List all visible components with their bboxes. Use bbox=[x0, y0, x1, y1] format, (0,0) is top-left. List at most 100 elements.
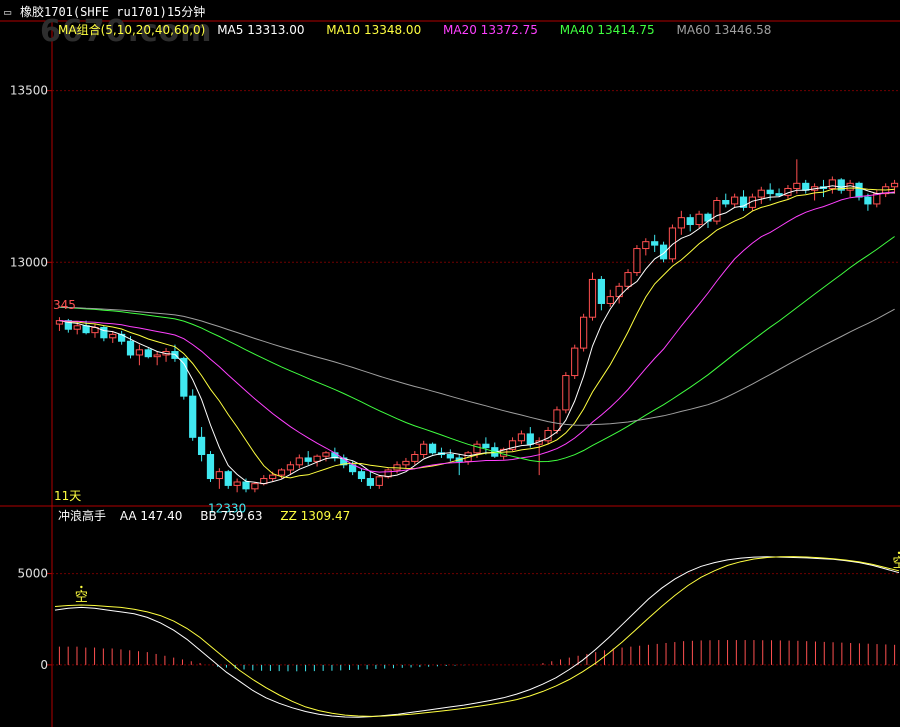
candle-body bbox=[189, 395, 197, 438]
candle-body bbox=[659, 244, 668, 260]
osc-signal-dot bbox=[80, 585, 83, 589]
osc-tick-label: 5000 bbox=[17, 567, 48, 581]
candle-body bbox=[215, 471, 223, 480]
period-label: 11天 bbox=[54, 489, 81, 503]
candle-body bbox=[269, 474, 277, 480]
candle-body bbox=[357, 471, 366, 480]
ma-combo-label: MA组合(5,10,20,40,60,0) bbox=[58, 23, 206, 37]
ma5-label: MA5 13313.00 bbox=[217, 23, 305, 37]
candle-body bbox=[366, 478, 374, 486]
candle-body bbox=[508, 440, 517, 450]
ma40-label: MA40 13414.75 bbox=[559, 23, 655, 37]
candle-body bbox=[668, 227, 677, 260]
candle-body bbox=[642, 241, 650, 250]
osc-bb-line bbox=[54, 556, 900, 717]
osc-tick-label: 0 bbox=[40, 658, 48, 672]
candle-body bbox=[242, 481, 250, 490]
window-title: ▭ 橡胶1701(SHFE ru1701)15分钟 bbox=[4, 3, 205, 21]
candle-body bbox=[890, 182, 899, 188]
high-price-label: 345 bbox=[53, 298, 76, 312]
candle-body bbox=[739, 196, 748, 208]
candle-body bbox=[322, 452, 330, 457]
candle-body bbox=[224, 471, 232, 486]
candle-body bbox=[100, 327, 108, 339]
candle-body bbox=[411, 454, 419, 462]
candle-body bbox=[135, 349, 144, 356]
osc-signal-label: 空 bbox=[892, 556, 900, 571]
candle-body bbox=[553, 409, 561, 431]
oscillator-legend: 冲浪高手 AA 147.40 BB 759.63 ZZ 1309.47 bbox=[58, 508, 368, 524]
candle-body bbox=[73, 325, 81, 330]
candle-body bbox=[624, 272, 632, 287]
candle-body bbox=[206, 454, 215, 480]
ma10-label: MA10 13348.00 bbox=[326, 23, 422, 37]
candle-body bbox=[428, 443, 437, 454]
candle-body bbox=[864, 196, 872, 205]
candle-body bbox=[748, 196, 757, 208]
osc-bb-label: BB 759.63 bbox=[200, 509, 263, 523]
candle-body bbox=[233, 481, 241, 486]
candle-body bbox=[580, 316, 588, 349]
candle-body bbox=[588, 278, 597, 318]
candle-body bbox=[775, 193, 783, 196]
chart-window-icon[interactable]: ▭ bbox=[4, 5, 12, 19]
candle-body bbox=[482, 443, 490, 449]
osc-signal-dot bbox=[897, 551, 900, 555]
candle-body bbox=[109, 333, 117, 339]
candle-body bbox=[855, 182, 863, 198]
candle-body bbox=[651, 241, 659, 246]
candle-body bbox=[562, 375, 570, 411]
candle-body bbox=[677, 217, 685, 229]
candle-body bbox=[526, 433, 534, 445]
candle-body bbox=[473, 443, 481, 454]
candle-body bbox=[757, 189, 765, 198]
ma5-line bbox=[59, 185, 895, 485]
candle-body bbox=[793, 182, 801, 189]
osc-zz-label: ZZ 1309.47 bbox=[280, 509, 351, 523]
candle-body bbox=[500, 448, 508, 457]
candle-body bbox=[153, 354, 161, 358]
candle-body bbox=[375, 476, 383, 486]
candle-body bbox=[731, 196, 739, 205]
candle-body bbox=[286, 464, 295, 471]
candle-body bbox=[837, 179, 845, 191]
candle-body bbox=[606, 296, 614, 304]
candle-body bbox=[304, 457, 312, 462]
osc-name-label: 冲浪高手 bbox=[58, 509, 107, 523]
candle-body bbox=[402, 460, 410, 466]
candle-body bbox=[686, 217, 694, 226]
ma60-label: MA60 13446.58 bbox=[676, 23, 772, 37]
ma20-label: MA20 13372.75 bbox=[443, 23, 538, 37]
candle-body bbox=[420, 443, 428, 456]
candle-body bbox=[251, 483, 259, 490]
candle-body bbox=[571, 347, 579, 377]
ma20-line bbox=[59, 191, 895, 473]
candle-body bbox=[180, 357, 188, 397]
candle-body bbox=[197, 436, 206, 456]
candle-body bbox=[144, 349, 152, 358]
watermark: 6670.com bbox=[40, 14, 213, 49]
price-tick-label: 13500 bbox=[10, 84, 48, 98]
candle-body bbox=[695, 213, 703, 226]
price-tick-label: 13000 bbox=[10, 255, 48, 269]
candle-body bbox=[126, 340, 135, 356]
candle-body bbox=[313, 455, 321, 462]
ma40-line bbox=[59, 236, 895, 463]
candle-body bbox=[597, 278, 605, 304]
candle-body bbox=[802, 182, 810, 191]
osc-aa-label: AA 147.40 bbox=[119, 509, 183, 523]
ma10-line bbox=[59, 187, 895, 479]
candle-body bbox=[446, 454, 454, 459]
candle-body bbox=[713, 199, 721, 222]
candle-body bbox=[295, 457, 303, 466]
candle-body bbox=[722, 199, 730, 205]
osc-aa-line bbox=[54, 556, 900, 718]
candle-body bbox=[828, 179, 836, 189]
candle-body bbox=[277, 469, 286, 476]
price-legend: MA组合(5,10,20,40,60,0) MA5 13313.00 MA10 … bbox=[58, 22, 789, 38]
candle-body bbox=[633, 248, 641, 274]
candle-body bbox=[846, 182, 854, 191]
ma60-line bbox=[59, 306, 895, 426]
candle-body bbox=[82, 325, 90, 334]
